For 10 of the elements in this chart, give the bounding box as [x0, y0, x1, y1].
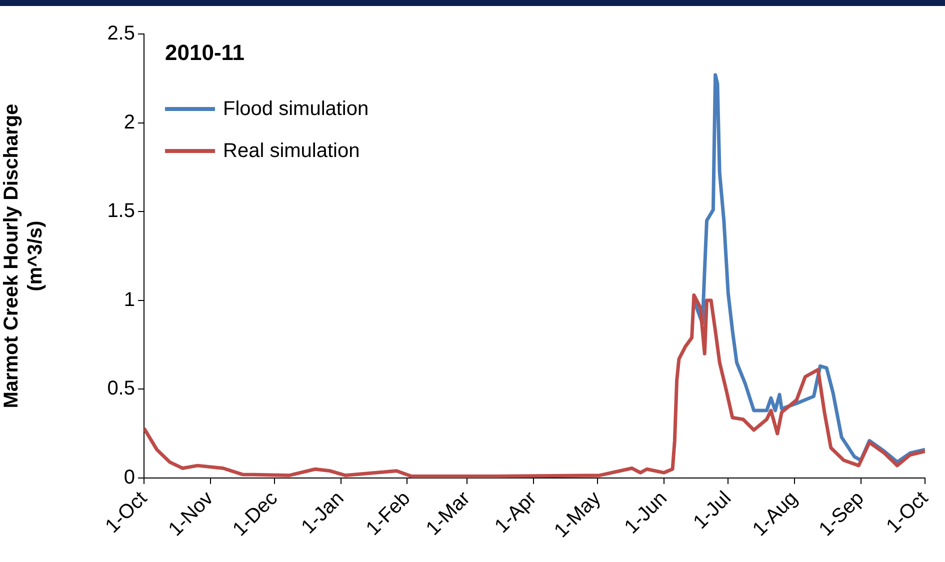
y-tick-label: 0.5 — [107, 378, 135, 400]
legend-label: Real simulation — [223, 140, 360, 162]
y-tick-label: 2.5 — [107, 22, 135, 45]
y-tick-label: 0 — [124, 466, 135, 489]
y-axis-title: Marmot Creek Hourly Discharge (m^3/s) — [0, 104, 47, 408]
y-tick-label: 1.5 — [107, 200, 135, 222]
legend-label: Flood simulation — [223, 98, 369, 120]
chart-title: 2010-11 — [165, 40, 245, 66]
y-tick-label: 1 — [124, 288, 135, 311]
y-tick-label: 2 — [124, 111, 135, 134]
